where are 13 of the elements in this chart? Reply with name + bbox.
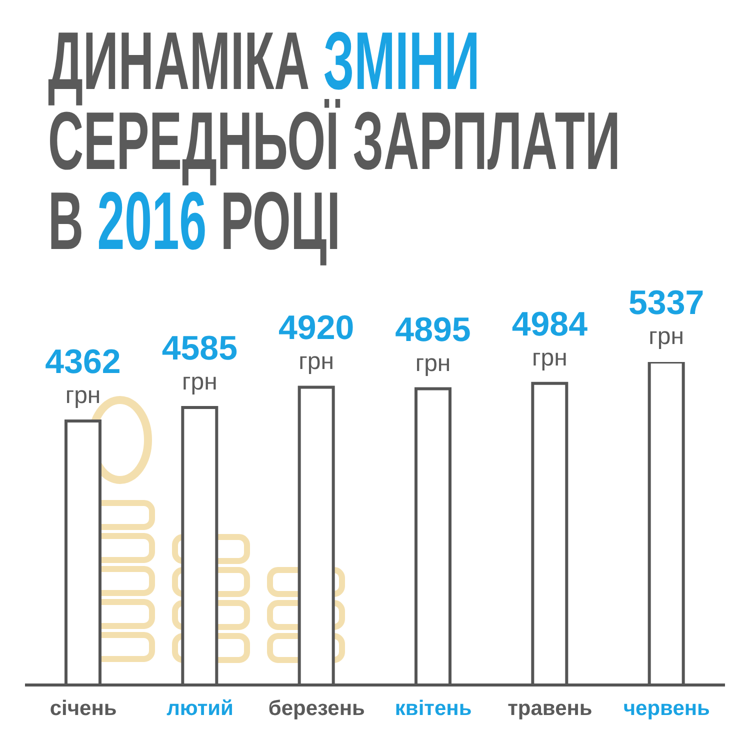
x-tick-label: січень [50, 697, 117, 720]
data-label: 5337 грн [628, 284, 704, 350]
chart-title: ДИНАМІКА ЗМІНИ СЕРЕДНЬОЇ ЗАРПЛАТИ В 2016 РОЦІ [48, 16, 620, 267]
x-tick-label: квітень [394, 697, 472, 720]
x-tick-label: червень [623, 697, 710, 720]
data-label: 4585 грн [162, 330, 238, 396]
x-tick-label: лютий [166, 697, 234, 720]
data-label: 4984 грн [512, 305, 588, 372]
x-tick-label: травень [508, 697, 592, 720]
data-label: 4362 грн [45, 343, 121, 410]
x-tick-label: березень [268, 697, 366, 720]
data-label: 4920 грн [278, 309, 354, 376]
data-label: 4895 грн [395, 310, 471, 377]
